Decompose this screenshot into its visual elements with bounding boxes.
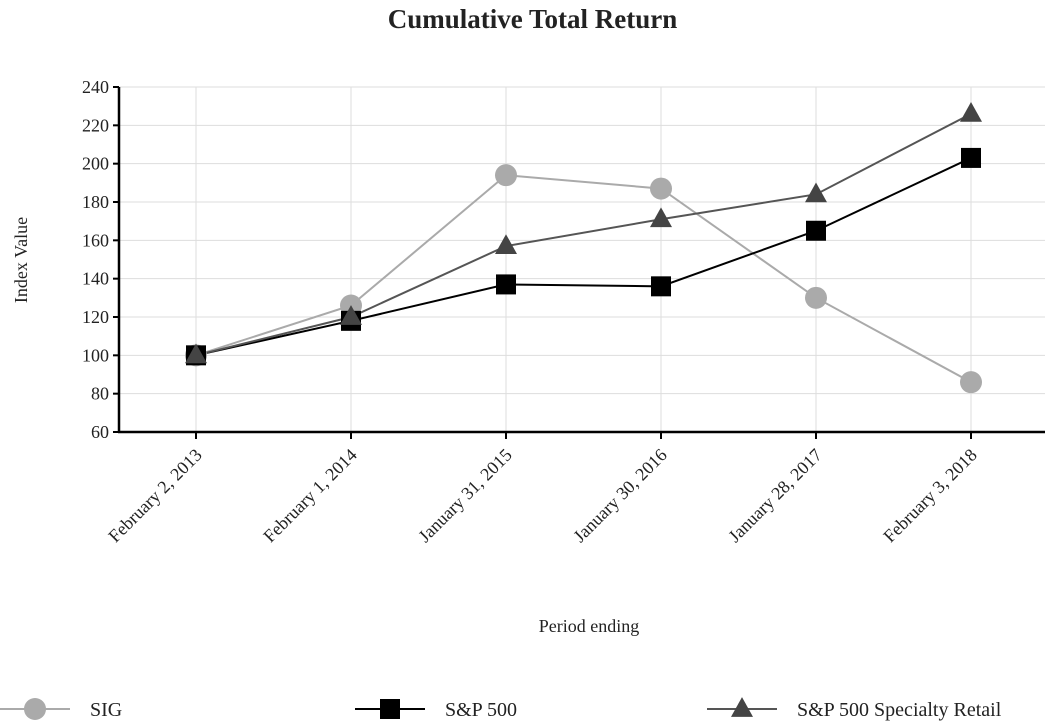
series-line [195, 174, 972, 384]
x-tick-label: January 31, 2015 [414, 445, 515, 546]
y-tick-label: 80 [91, 384, 109, 404]
y-tick-label: 60 [91, 422, 109, 442]
y-tick-label: 140 [82, 269, 109, 289]
x-tick-label: February 3, 2018 [879, 445, 980, 546]
y-tick-label: 240 [82, 77, 109, 97]
data-point-marker [960, 371, 982, 394]
data-point-marker [495, 234, 517, 255]
data-point-marker [495, 164, 517, 187]
y-tick-label: 180 [82, 192, 109, 212]
data-point-marker [650, 207, 672, 228]
y-tick-label: 220 [82, 115, 109, 135]
series-line [195, 157, 972, 357]
series-markers [185, 101, 982, 394]
legend-marker [380, 699, 400, 719]
data-point-marker [961, 147, 981, 168]
grid [119, 86, 1045, 433]
legend-label: SIG [90, 699, 122, 721]
x-tick-labels: February 2, 2013 February 1, 2014 January … [104, 445, 980, 546]
x-tick-label: January 28, 2017 [724, 445, 825, 546]
y-tick-label: 120 [82, 307, 109, 327]
y-tick-label: 100 [82, 345, 109, 365]
axes [113, 86, 1045, 439]
x-tick-label: February 1, 2014 [259, 445, 360, 546]
data-point-marker [960, 101, 982, 122]
data-point-marker [650, 177, 672, 200]
y-tick-label: 160 [82, 230, 109, 250]
data-point-marker [496, 274, 516, 295]
data-point-marker [185, 343, 207, 364]
y-tick-labels: 60 80 100 120 140 160 180 200 220 240 [82, 77, 109, 442]
series-lines [195, 112, 972, 384]
legend-label: S&P 500 [445, 699, 517, 721]
data-point-marker [806, 220, 826, 241]
legend: SIG S&P 500 S&P 500 Specialty Retail [0, 697, 1002, 721]
data-point-marker [651, 276, 671, 297]
y-tick-label: 200 [82, 154, 109, 174]
x-tick-label: January 30, 2016 [569, 445, 670, 546]
y-axis-label: Index Value [11, 217, 31, 303]
series-line [195, 112, 972, 357]
x-tick-label: February 2, 2013 [104, 445, 205, 546]
data-point-marker [340, 305, 362, 325]
data-point-marker [805, 182, 827, 203]
legend-marker [24, 698, 46, 720]
chart-title: Cumulative Total Return [387, 4, 678, 34]
legend-label: S&P 500 Specialty Retail [797, 699, 1002, 721]
legend-marker [731, 697, 753, 717]
data-point-marker [805, 286, 827, 309]
x-axis-label: Period ending [539, 616, 640, 636]
